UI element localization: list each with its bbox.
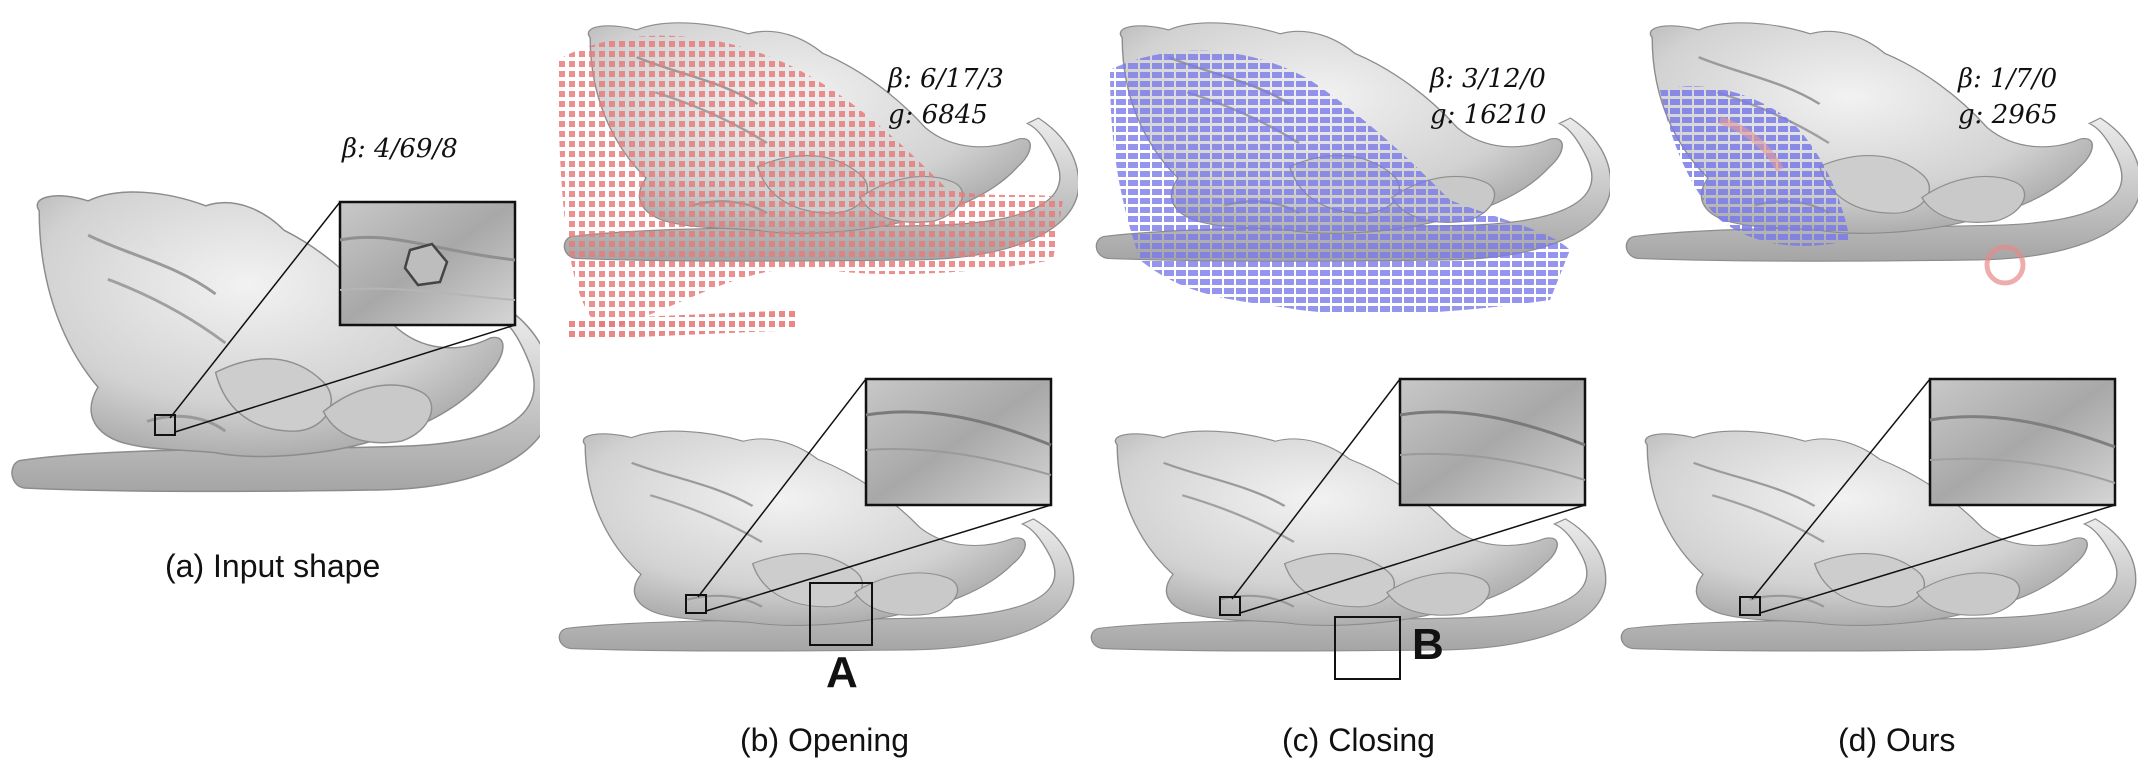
zoom-inset (1398, 377, 1587, 507)
genus-number: g: 2965 (1958, 100, 2058, 130)
panel-caption: (c) Closing (1282, 722, 1435, 758)
zoom-inset (338, 200, 517, 327)
beta-numbers: β: 4/69/8 (342, 134, 458, 164)
opening-voxel-render (558, 21, 1078, 340)
opening-result-render (557, 377, 1076, 653)
closing-result-render (1089, 377, 1608, 680)
marker-box-a (809, 582, 873, 646)
panel-caption: (d) Ours (1838, 722, 1956, 758)
genus-number: g: 6845 (888, 100, 988, 130)
voxel-overlay-blue (1110, 50, 1570, 315)
panel-caption: (a) Input shape (165, 548, 381, 584)
closing-voxel-render (1094, 21, 1610, 315)
panel-input-shape: β: 4/69/8 (a) Input shape (0, 0, 540, 773)
ours-voxel-render (1624, 21, 2138, 286)
beta-numbers: β: 3/12/0 (1430, 64, 1546, 94)
marker-box-b (1334, 616, 1401, 680)
zoom-inset (864, 377, 1053, 507)
zoom-inset (1928, 377, 2117, 507)
marker-label: A (826, 648, 858, 697)
zoom-region-box (154, 414, 176, 436)
voxel-overlay-red (558, 35, 1063, 330)
input-shape-render (10, 190, 540, 493)
beta-numbers: β: 1/7/0 (1958, 64, 2058, 94)
voxel-overlay-blue (1660, 86, 1850, 246)
panel-caption: (b) Opening (740, 722, 909, 758)
marker-label: B (1412, 620, 1444, 669)
beta-numbers: β: 6/17/3 (888, 64, 1004, 94)
hole-defect (403, 242, 449, 287)
ours-result-render (1619, 377, 2138, 653)
panel-closing: β: 3/12/0 g: 16210 B (c) Closing (1080, 0, 1610, 773)
panel-opening: β: 6/17/3 g: 6845 A (b) Opening (548, 0, 1078, 773)
genus-number: g: 16210 (1430, 100, 1547, 130)
panel-ours: β: 1/7/0 g: 2965 (d) Ours (1610, 0, 2138, 773)
